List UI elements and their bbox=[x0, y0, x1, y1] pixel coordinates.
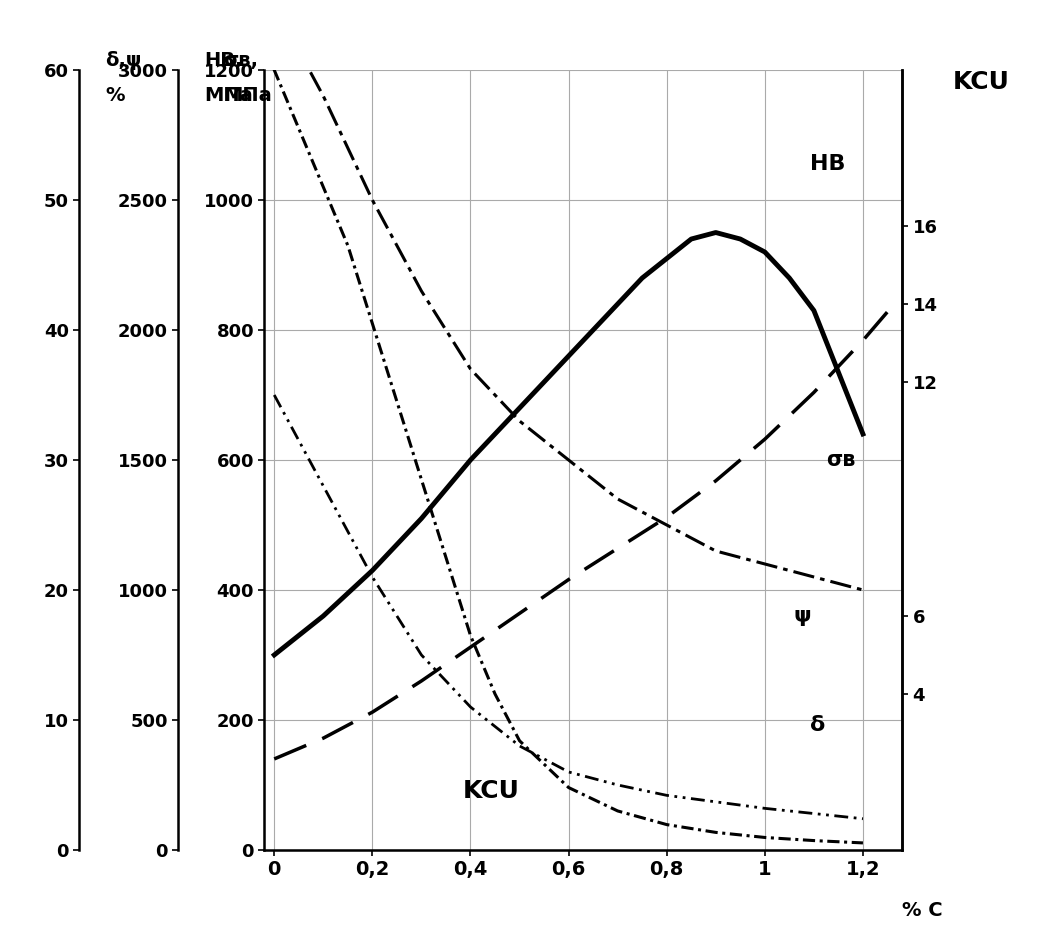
Text: HB,: HB, bbox=[204, 51, 243, 70]
Text: KCU: KCU bbox=[463, 780, 520, 803]
Text: HB: HB bbox=[810, 153, 845, 174]
Text: σв,: σв, bbox=[223, 51, 258, 70]
Text: KCU: KCU bbox=[953, 70, 1010, 94]
Text: ψ: ψ bbox=[793, 606, 811, 626]
Text: МПа: МПа bbox=[223, 86, 272, 106]
Text: МПа: МПа bbox=[204, 86, 253, 106]
Text: σв: σв bbox=[825, 450, 856, 470]
Text: %: % bbox=[105, 86, 124, 106]
Text: % C: % C bbox=[902, 900, 943, 920]
Text: δ: δ bbox=[810, 715, 825, 735]
Text: δ,ψ: δ,ψ bbox=[105, 51, 141, 70]
